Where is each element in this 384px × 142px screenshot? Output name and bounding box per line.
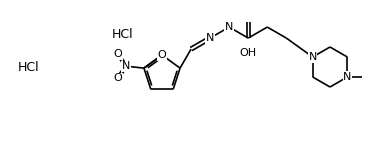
Text: N: N [308, 52, 317, 62]
Text: O: O [157, 50, 166, 60]
Text: N: N [225, 22, 233, 32]
Text: OH: OH [240, 48, 257, 58]
Text: O: O [114, 49, 122, 59]
Text: O: O [114, 73, 122, 83]
Text: HCl: HCl [18, 60, 40, 74]
Text: HCl: HCl [112, 28, 134, 40]
Text: N: N [122, 61, 130, 71]
Text: N: N [343, 72, 351, 82]
Text: N: N [206, 33, 214, 43]
